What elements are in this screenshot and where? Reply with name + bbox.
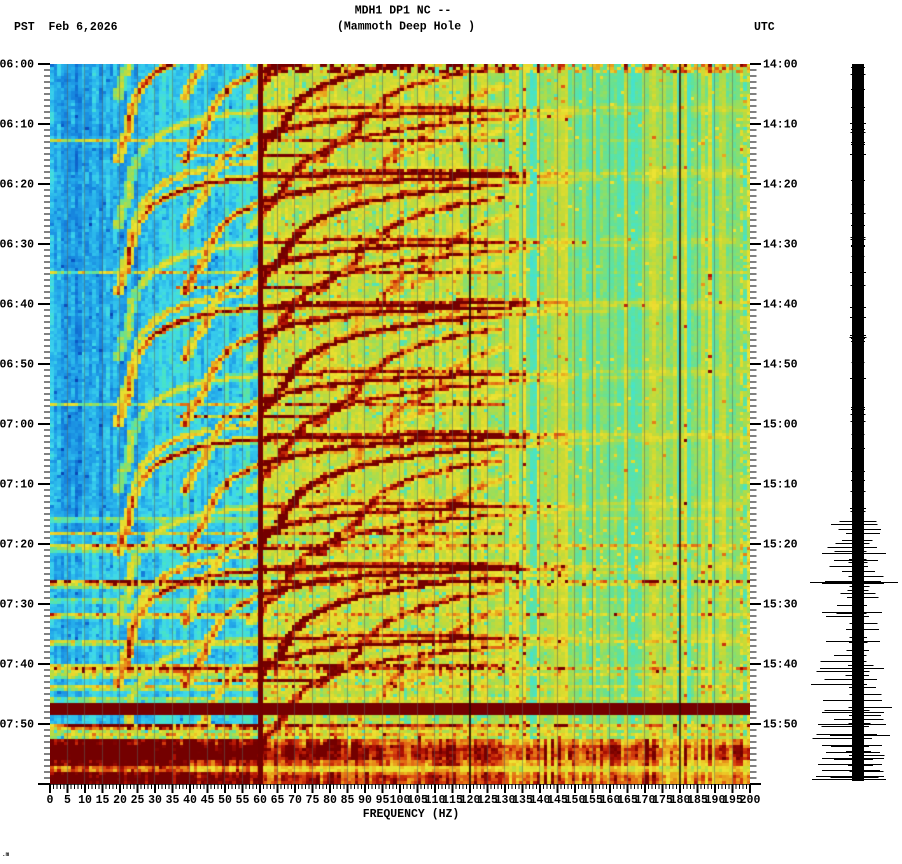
svg-text:80: 80 <box>323 794 337 807</box>
svg-text:06:00: 06:00 <box>0 59 34 72</box>
svg-text:06:10: 06:10 <box>0 119 34 132</box>
svg-text:14:10: 14:10 <box>763 119 798 132</box>
svg-text:40: 40 <box>183 794 197 807</box>
svg-text:0: 0 <box>47 794 54 807</box>
svg-text:90: 90 <box>358 794 372 807</box>
svg-text:115: 115 <box>442 794 463 807</box>
svg-text:07:30: 07:30 <box>0 599 34 612</box>
svg-text:120: 120 <box>460 794 481 807</box>
svg-text:15: 15 <box>96 794 110 807</box>
svg-text:15:30: 15:30 <box>763 599 798 612</box>
svg-text:15:10: 15:10 <box>763 479 798 492</box>
svg-text:PST Feb 6,2026: PST Feb 6,2026 <box>14 21 118 34</box>
svg-text:(Mammoth Deep Hole ): (Mammoth Deep Hole ) <box>337 21 475 34</box>
svg-text:14:20: 14:20 <box>763 179 798 192</box>
svg-text:55: 55 <box>236 794 250 807</box>
svg-text:.m: .m <box>2 851 10 858</box>
svg-text:07:40: 07:40 <box>0 659 34 672</box>
svg-text:20: 20 <box>113 794 127 807</box>
svg-text:15:40: 15:40 <box>763 659 798 672</box>
svg-text:85: 85 <box>341 794 355 807</box>
svg-text:06:50: 06:50 <box>0 359 34 372</box>
svg-text:FREQUENCY (HZ): FREQUENCY (HZ) <box>363 808 460 821</box>
svg-text:07:00: 07:00 <box>0 419 34 432</box>
svg-text:190: 190 <box>705 794 726 807</box>
svg-text:MDH1 DP1 NC --: MDH1 DP1 NC -- <box>355 5 452 18</box>
svg-text:15:00: 15:00 <box>763 419 798 432</box>
svg-text:15:20: 15:20 <box>763 539 798 552</box>
svg-text:125: 125 <box>477 794 498 807</box>
svg-text:135: 135 <box>512 794 533 807</box>
svg-text:10: 10 <box>78 794 92 807</box>
svg-text:5: 5 <box>64 794 71 807</box>
svg-text:14:30: 14:30 <box>763 239 798 252</box>
svg-text:14:50: 14:50 <box>763 359 798 372</box>
svg-text:06:40: 06:40 <box>0 299 34 312</box>
svg-text:70: 70 <box>288 794 302 807</box>
svg-text:50: 50 <box>218 794 232 807</box>
svg-text:45: 45 <box>201 794 215 807</box>
svg-text:105: 105 <box>407 794 428 807</box>
svg-text:35: 35 <box>166 794 180 807</box>
svg-text:07:50: 07:50 <box>0 719 34 732</box>
svg-text:145: 145 <box>547 794 568 807</box>
svg-text:30: 30 <box>148 794 162 807</box>
svg-text:175: 175 <box>652 794 673 807</box>
svg-text:07:10: 07:10 <box>0 479 34 492</box>
svg-text:60: 60 <box>253 794 267 807</box>
svg-text:155: 155 <box>582 794 603 807</box>
svg-text:UTC: UTC <box>754 21 775 34</box>
svg-text:150: 150 <box>565 794 586 807</box>
svg-text:06:20: 06:20 <box>0 179 34 192</box>
svg-text:100: 100 <box>390 794 411 807</box>
svg-text:65: 65 <box>271 794 285 807</box>
svg-text:15:50: 15:50 <box>763 719 798 732</box>
svg-text:130: 130 <box>495 794 516 807</box>
svg-text:07:20: 07:20 <box>0 539 34 552</box>
svg-text:165: 165 <box>617 794 638 807</box>
svg-text:170: 170 <box>635 794 656 807</box>
svg-text:06:30: 06:30 <box>0 239 34 252</box>
svg-text:140: 140 <box>530 794 551 807</box>
svg-text:110: 110 <box>425 794 446 807</box>
svg-text:14:40: 14:40 <box>763 299 798 312</box>
svg-text:180: 180 <box>670 794 691 807</box>
svg-text:75: 75 <box>306 794 320 807</box>
svg-text:195: 195 <box>722 794 743 807</box>
svg-text:185: 185 <box>687 794 708 807</box>
svg-text:14:00: 14:00 <box>763 59 798 72</box>
svg-text:200: 200 <box>740 794 761 807</box>
svg-text:160: 160 <box>600 794 621 807</box>
svg-text:25: 25 <box>131 794 145 807</box>
svg-text:95: 95 <box>376 794 390 807</box>
